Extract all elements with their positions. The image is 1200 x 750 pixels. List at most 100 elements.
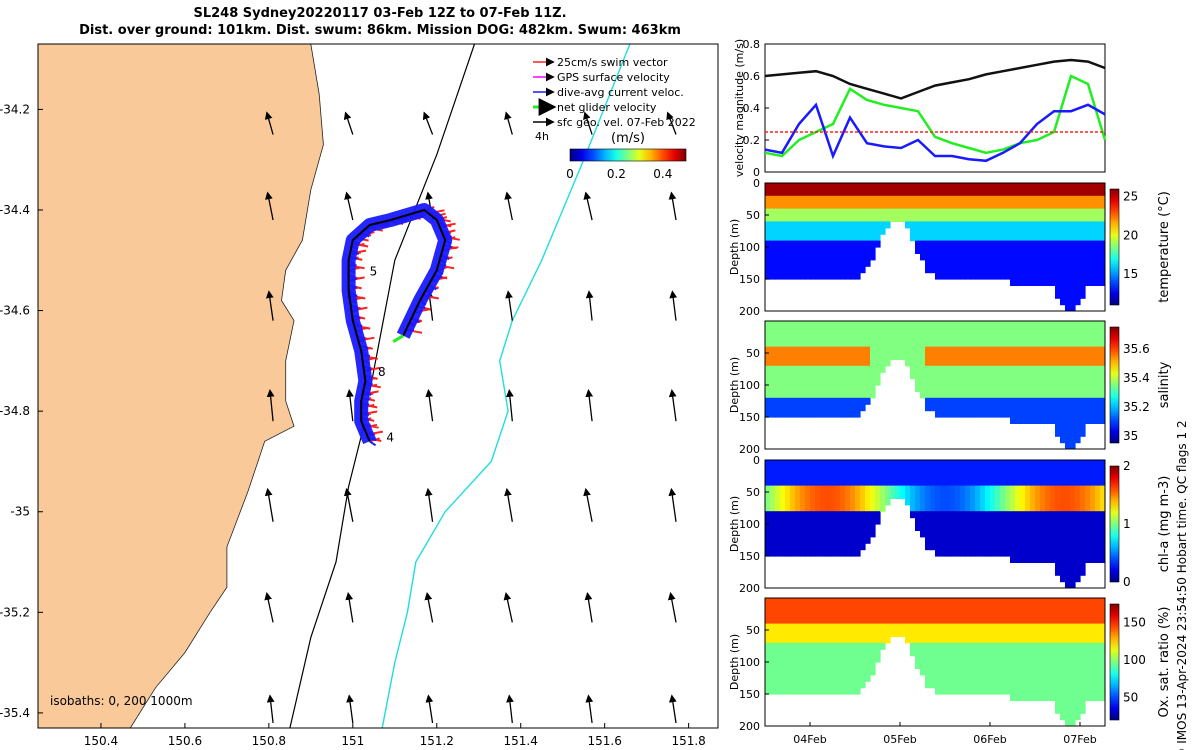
section-cell [985,266,991,274]
section-cell [845,391,851,399]
section-cell [940,385,946,392]
section-cell [770,498,776,506]
section-cell [865,385,871,392]
section-cell [1000,466,1006,474]
section-cell [810,460,816,467]
section-cell [1000,649,1006,657]
section-cell [910,610,916,618]
section-cell [845,253,851,261]
section-cell [1065,195,1071,203]
section-cell [1095,221,1101,229]
section-cell [1015,195,1021,203]
section-cell [1060,598,1066,605]
section-cell [820,536,826,544]
section-cell [800,543,806,551]
section-cell [930,511,936,519]
section-cell [895,321,901,328]
section-cell [1100,543,1105,551]
section-cell [975,549,981,557]
section-cell [970,215,976,222]
section-cell [845,630,851,637]
section-cell [930,524,936,531]
section-cell [770,530,776,538]
section-cell [790,333,796,341]
section-cell [765,397,771,405]
section-cell [945,183,951,190]
section-cell [855,253,861,261]
section-cell [835,385,841,392]
section-cell [1000,340,1006,348]
section-cell [945,221,951,229]
section-cell [970,410,976,418]
section-cell [855,272,861,280]
section-cell [1055,423,1061,431]
section-cell [1055,617,1061,625]
section-cell [995,189,1001,197]
section-cell [870,346,876,354]
section-cell [810,524,816,531]
section-ytick-label: 100 [739,518,760,531]
section-cell [850,359,856,367]
section-cell [855,208,861,216]
section-cell [820,517,826,525]
section-cell [835,215,841,222]
section-cell [850,333,856,341]
section-cell [825,221,831,229]
section-cell [950,466,956,474]
section-cell [820,327,826,335]
section-cell [1060,642,1066,650]
section-cell [880,353,886,360]
section-cell [1075,681,1081,689]
section-cell [880,479,886,487]
section-cell [1060,321,1066,328]
section-cell [835,353,841,360]
section-cell [770,365,776,373]
section-cell [845,479,851,487]
section-cell [1070,713,1076,721]
section-cell [1015,378,1021,386]
section-cell [1050,234,1056,242]
section-cell [1085,353,1091,360]
section-cell [780,327,786,335]
section-cell [1095,694,1101,701]
section-cell [1005,195,1011,203]
section-cell [1000,623,1006,631]
section-cell [1100,215,1105,222]
section-cell [1030,485,1036,493]
section-cell [1060,460,1066,467]
section-cell [980,536,986,544]
section-cell [770,681,776,689]
section-cell [930,479,936,487]
section-cell [890,466,896,474]
section-cell [1050,524,1056,531]
section-cell [870,183,876,190]
section-cell [795,662,801,669]
section-cell [780,240,786,248]
section-cell [990,649,996,657]
section-cell [1060,524,1066,531]
section-cell [870,479,876,487]
section-cell [905,359,911,367]
section-cell [960,353,966,360]
section-cell [815,397,821,405]
section-cell [890,485,896,493]
section-cell [765,610,771,618]
section-cell [1020,333,1026,341]
section-cell [1070,504,1076,512]
section-cell [1010,504,1016,512]
section-cell [840,517,846,525]
section-cell [1035,511,1041,519]
section-cell [1100,234,1105,242]
section-cell [1005,234,1011,242]
track-time-label: 5 [370,264,378,278]
section-cell [1010,259,1016,267]
section-cell [980,404,986,412]
section-cell [1020,655,1026,663]
section-cell [815,668,821,676]
section-cell [1075,706,1081,714]
section-cell [955,549,961,557]
section-cell [880,346,886,354]
section-cell [820,681,826,689]
section-cell [780,202,786,210]
section-cell [985,617,991,625]
